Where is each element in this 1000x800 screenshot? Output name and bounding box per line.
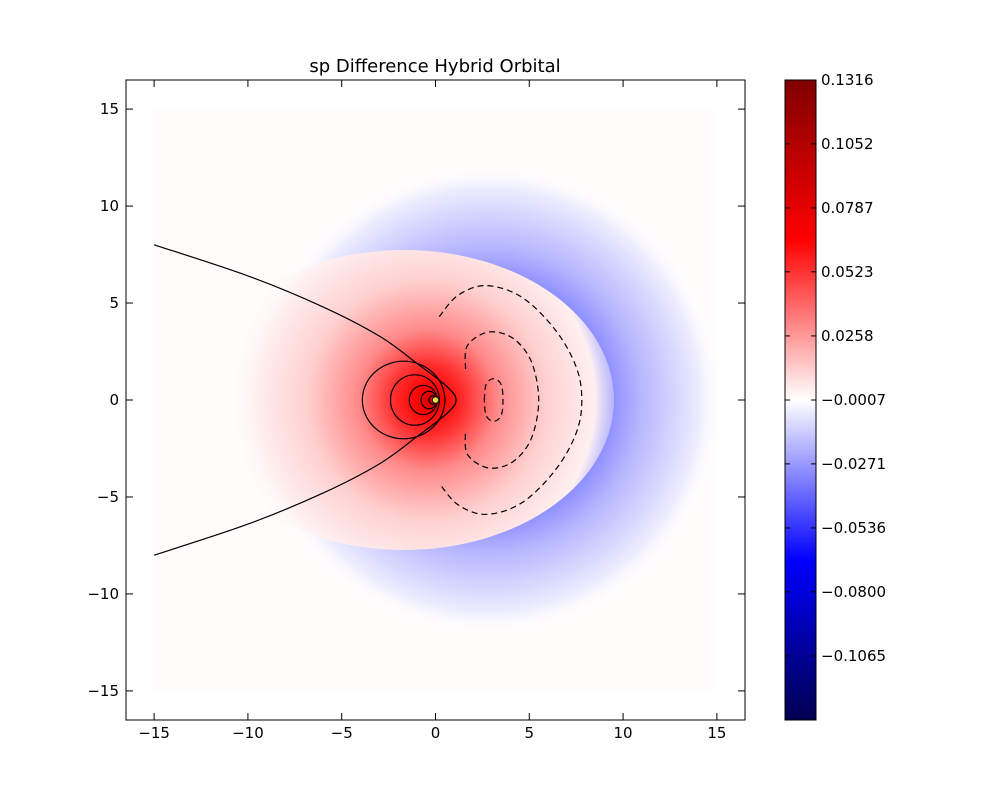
colorbar-tick-label: 0.1052 [821,135,874,153]
colorbar-tick-label: −0.0271 [821,455,886,473]
y-tick-label: −5 [97,488,119,506]
negative-contour [464,331,540,469]
x-tick-label: 0 [431,724,441,742]
x-tick-label: 10 [614,724,633,742]
x-tick-label: −15 [138,724,170,742]
negative-contour [438,284,583,516]
x-tick-label: −5 [331,724,353,742]
y-tick-label: 5 [109,294,119,312]
positive-contour [389,374,440,426]
colorbar [784,79,817,721]
contour-layer [153,244,583,556]
nucleus-marker [431,396,440,404]
axis-ticks: −15 −10 −5 0 5 10 15 −15 −10 −5 0 5 10 15 [87,80,745,742]
positive-contour [361,360,446,440]
colorbar-tick-label: −0.1065 [821,647,886,665]
colorbar-tick-label: 0.1316 [821,71,874,89]
colorbar-tick-label: 0.0787 [821,199,874,217]
x-tick-label: −10 [232,724,264,742]
colorbar-tick-label: −0.0536 [821,519,886,537]
negative-contour [483,378,504,422]
chart-title: sp Difference Hybrid Orbital [309,56,560,77]
x-tick-label: 15 [707,724,726,742]
y-tick-label: −15 [87,682,119,700]
positive-lobe-fill [194,250,614,550]
nodal-line [153,244,457,556]
y-tick-label: 0 [109,391,119,409]
colorbar-ticks: 0.1316 0.1052 0.0787 0.0523 0.0258 −0.0007 −0.… [785,71,886,665]
y-tick-label: 10 [100,197,119,215]
x-tick-label: 5 [525,724,535,742]
colorbar-tick-label: 0.0523 [821,263,874,281]
colorbar-tick-label: −0.0800 [821,583,886,601]
density-field [153,109,716,691]
y-tick-label: 15 [100,100,119,118]
y-tick-label: −10 [87,585,119,603]
colorbar-tick-label: −0.0007 [821,391,886,409]
colorbar-tick-label: 0.0258 [821,327,874,345]
